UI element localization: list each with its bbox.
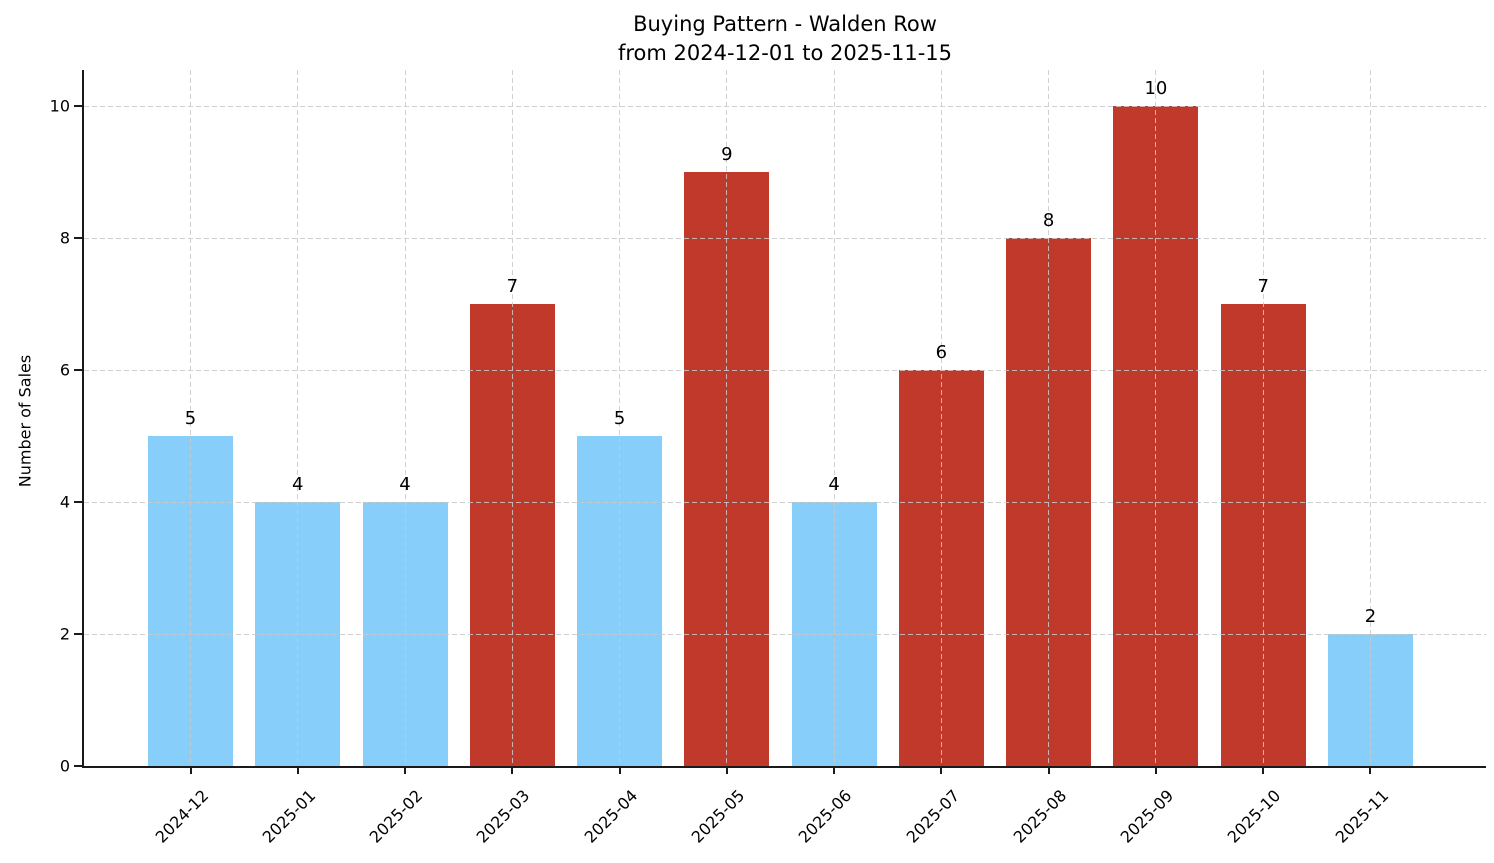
y-tick-10 xyxy=(74,105,82,108)
bar-value-label-2025-09: 10 xyxy=(1144,78,1168,100)
y-tick-2 xyxy=(74,633,82,636)
x-tick-2024-12 xyxy=(189,768,192,774)
bar-value-label-2024-12: 5 xyxy=(184,408,197,430)
value-labels-layer: 5 4 4 7 5 9 4 6 8 10 7 2 xyxy=(84,70,1486,766)
y-tick-label-0: 0 xyxy=(59,756,70,776)
x-tick-2025-09 xyxy=(1154,768,1157,774)
x-tick-2025-05 xyxy=(725,768,728,774)
x-tick-2025-03 xyxy=(511,768,514,774)
x-tick-label-2025-04: 2025-04 xyxy=(580,786,642,847)
x-axis-spine xyxy=(82,766,1486,768)
h-gridline-2 xyxy=(84,633,1486,635)
bar-value-label-2025-06: 4 xyxy=(828,474,840,496)
bar-value-label-2025-08: 8 xyxy=(1042,210,1055,232)
v-gridline-2025-05 xyxy=(726,70,728,766)
v-gridline-2025-09 xyxy=(1155,70,1157,766)
bar-value-label-2025-05: 9 xyxy=(721,144,733,166)
x-tick-2025-04 xyxy=(618,768,621,774)
h-gridline-4 xyxy=(84,501,1486,503)
x-tick-label-2025-05: 2025-05 xyxy=(687,786,749,847)
bar-value-label-2025-02: 4 xyxy=(399,474,411,496)
h-gridline-6 xyxy=(84,369,1486,371)
x-tick-label-2025-07: 2025-07 xyxy=(902,786,963,847)
x-tick-label-2025-11: 2025-11 xyxy=(1331,786,1392,847)
y-tick-label-2: 2 xyxy=(59,624,70,644)
x-tick-2025-07 xyxy=(940,768,943,774)
v-gridline-2025-01 xyxy=(297,70,299,766)
y-axis-spine xyxy=(82,70,84,768)
y-tick-label-4: 4 xyxy=(59,492,70,512)
y-tick-8 xyxy=(74,237,82,240)
v-gridline-2025-06 xyxy=(833,70,835,766)
x-tick-label-2025-01: 2025-01 xyxy=(258,786,320,847)
x-tick-2025-02 xyxy=(404,768,407,774)
v-gridline-2025-02 xyxy=(404,70,406,766)
ticks-layer: 0 2 4 6 8 10 2024-12 2025-01 2025-02 2025-03 2025-… xyxy=(50,70,1486,847)
y-tick-6 xyxy=(74,369,82,372)
y-tick-0 xyxy=(74,765,82,767)
y-tick-label-10: 10 xyxy=(49,96,70,116)
y-tick-4 xyxy=(74,501,82,504)
x-tick-2025-11 xyxy=(1369,768,1372,774)
y-tick-label-6: 6 xyxy=(59,360,70,380)
v-gridline-2025-08 xyxy=(1048,70,1050,766)
x-tick-label-2025-09: 2025-09 xyxy=(1116,786,1178,847)
x-tick-2025-06 xyxy=(833,768,836,774)
x-tick-2025-01 xyxy=(296,768,299,774)
bar-value-label-2025-04: 5 xyxy=(613,408,626,430)
x-tick-label-2025-06: 2025-06 xyxy=(794,786,856,847)
v-gridline-2025-03 xyxy=(511,70,513,766)
y-axis-label: Number of Sales xyxy=(15,354,35,488)
bar-value-label-2025-11: 2 xyxy=(1364,606,1377,628)
grid-layer xyxy=(84,70,1486,766)
v-gridline-2025-04 xyxy=(619,70,621,766)
bar-value-label-2025-01: 4 xyxy=(292,474,304,496)
chart-title: Buying Pattern - Walden Row from 2024-12… xyxy=(84,10,1486,68)
chart-title-line1: Buying Pattern - Walden Row xyxy=(633,12,937,36)
x-tick-label-2025-10: 2025-10 xyxy=(1223,786,1285,847)
v-gridline-2025-10 xyxy=(1262,70,1264,766)
x-tick-label-2025-08: 2025-08 xyxy=(1009,786,1071,847)
x-tick-label-2025-02: 2025-02 xyxy=(365,786,427,847)
bar-value-label-2025-10: 7 xyxy=(1257,276,1269,298)
h-gridline-10 xyxy=(84,105,1486,107)
y-tick-label-8: 8 xyxy=(59,228,70,248)
x-tick-2025-08 xyxy=(1047,768,1050,774)
x-tick-label-2024-12: 2024-12 xyxy=(151,786,212,847)
h-gridline-8 xyxy=(84,237,1486,239)
v-gridline-2025-07 xyxy=(940,70,942,766)
x-tick-label-2025-03: 2025-03 xyxy=(473,786,534,847)
bar-value-label-2025-07: 6 xyxy=(935,342,948,364)
v-gridline-2024-12 xyxy=(190,70,191,766)
v-gridline-2025-11 xyxy=(1369,70,1371,766)
plot-area: 5 4 4 7 5 9 4 6 8 10 7 2 0 2 4 6 8 10 2024-12 2025-01 2025-… xyxy=(50,70,1486,847)
x-tick-2025-10 xyxy=(1262,768,1265,774)
chart-title-line2: from 2024-12-01 to 2025-11-15 xyxy=(617,41,953,65)
bar-value-label-2025-03: 7 xyxy=(506,276,519,298)
